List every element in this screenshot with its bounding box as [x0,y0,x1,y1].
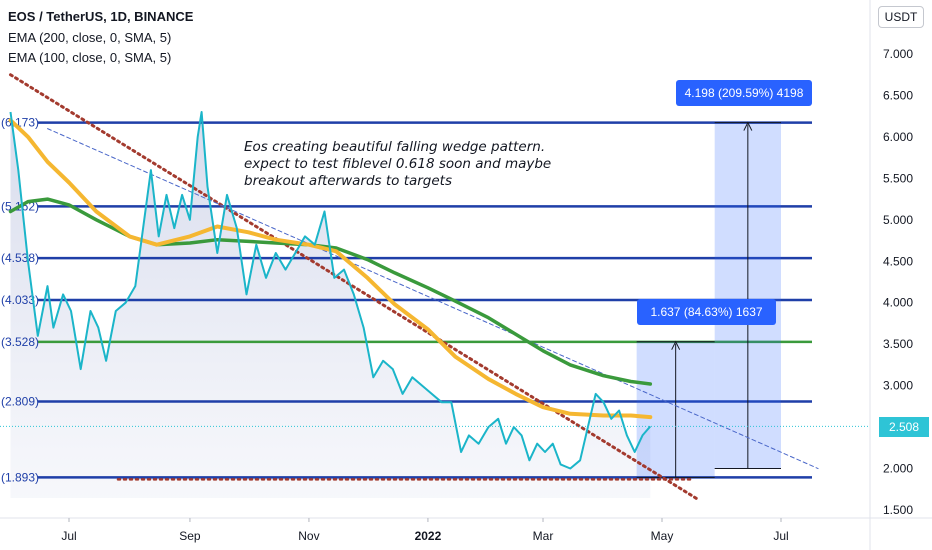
chart-title: EOS / TetherUS, 1D, BINANCE [8,9,194,24]
currency-selector[interactable]: USDT [878,6,924,28]
y-tick-1_500: 1.500 [883,503,913,517]
y-tick-6_500: 6.500 [883,88,913,102]
annotation-line-1: Eos creating beautiful falling wedge pat… [244,139,546,155]
trendline-falling-wedge-projection [47,128,819,470]
x-tick-sep-1: Sep [179,529,201,543]
x-tick-nov-2: Nov [298,529,319,543]
ema-200-legend[interactable]: EMA (200, close, 0, SMA, 5) [8,30,172,45]
chart-annotation[interactable]: Eos creating beautiful falling wedge pat… [244,139,604,190]
x-tick-jul-6: Jul [773,529,788,543]
y-tick-4_500: 4.500 [883,254,913,268]
y-tick-5_500: 5.500 [883,171,913,185]
y-tick-7_000: 7.000 [883,47,913,61]
x-tick-2022-3: 2022 [415,529,442,543]
y-tick-3_000: 3.000 [883,379,913,393]
annotation-line-2: expect to test fiblevel 0.618 soon and m… [244,156,552,172]
fib-label-2_809: (2.809) [1,394,39,408]
fib-label-4_033: (4.033) [1,293,39,307]
ema-100-line [8,118,653,420]
annotation-line-3: breakout afterwards to targets [244,173,453,189]
trendline-falling-wedge-upper [8,73,701,502]
x-tick-mar-4: Mar [533,529,554,543]
y-tick-3_500: 3.500 [883,337,913,351]
x-tick-jul-0: Jul [61,529,76,543]
y-tick-5_000: 5.000 [883,213,913,227]
projection-label-target-2[interactable]: 4.198 (209.59%) 4198 [676,80,812,106]
x-tick-may-5: May [651,529,674,543]
y-tick-4_000: 4.000 [883,296,913,310]
y-tick-6_000: 6.000 [883,130,913,144]
last-price-badge: 2.508 [879,417,929,437]
fib-label-4_538: (4.538) [1,251,39,265]
ema-100-legend[interactable]: EMA (100, close, 0, SMA, 5) [8,50,172,65]
price-line [9,111,652,470]
fib-label-3_528: (3.528) [1,335,39,349]
projection-label-target-1[interactable]: 1.637 (84.63%) 1637 [637,299,776,325]
fib-label-1_893: (1.893) [1,470,39,484]
y-tick-2_000: 2.000 [883,462,913,476]
